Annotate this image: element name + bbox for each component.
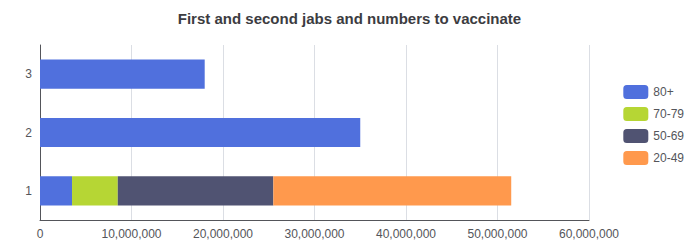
svg-text:40,000,000: 40,000,000 <box>376 227 436 241</box>
svg-text:2: 2 <box>25 126 32 140</box>
svg-text:20-49: 20-49 <box>653 151 684 165</box>
svg-text:60,000,000: 60,000,000 <box>559 227 619 241</box>
svg-text:1: 1 <box>25 184 32 198</box>
svg-text:3: 3 <box>25 67 32 81</box>
svg-text:70-79: 70-79 <box>653 107 684 121</box>
svg-text:First and second jabs and numb: First and second jabs and numbers to vac… <box>178 10 521 27</box>
svg-text:10,000,000: 10,000,000 <box>101 227 161 241</box>
svg-text:80+: 80+ <box>653 85 673 99</box>
svg-text:50,000,000: 50,000,000 <box>467 227 527 241</box>
svg-text:20,000,000: 20,000,000 <box>193 227 253 241</box>
svg-text:0: 0 <box>37 227 44 241</box>
svg-text:30,000,000: 30,000,000 <box>284 227 344 241</box>
svg-text:50-69: 50-69 <box>653 129 684 143</box>
